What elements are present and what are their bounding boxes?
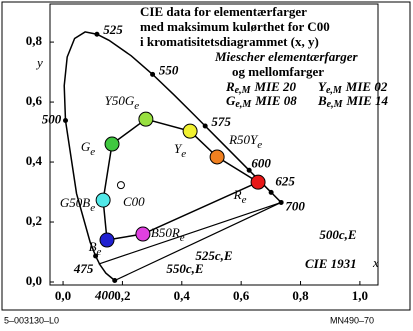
annotation: CIE 1931 bbox=[305, 256, 357, 271]
y-tick-label: 0,6 bbox=[26, 93, 43, 108]
title-line: CIE data for elementærfarger bbox=[140, 4, 307, 19]
x-tick-label: 1,0 bbox=[352, 288, 368, 303]
wavelength-label: 500 bbox=[42, 112, 62, 127]
x-tick-label: 0,2 bbox=[114, 288, 130, 303]
legend-text: MIE 14 bbox=[346, 93, 389, 108]
color-sub: e bbox=[90, 202, 95, 214]
color-dot bbox=[104, 136, 120, 152]
line-label: 525c,E bbox=[195, 248, 233, 263]
legend-sub: e,M bbox=[326, 85, 343, 96]
wavelength-dot bbox=[112, 278, 118, 284]
legend-sub: e,M bbox=[327, 99, 344, 110]
legend-letter: G bbox=[226, 93, 236, 108]
y-tick-label: 0,2 bbox=[26, 213, 42, 228]
title-line: i kromatisitetsdiagrammet (x, y) bbox=[140, 34, 319, 49]
color-dot bbox=[95, 192, 111, 208]
y-tick-label: 0,8 bbox=[26, 33, 43, 48]
color-dot bbox=[209, 149, 225, 165]
color-dot bbox=[138, 111, 154, 127]
legend-letter: Y bbox=[318, 79, 327, 94]
y-axis-label: y bbox=[35, 55, 43, 70]
center-dot bbox=[116, 181, 125, 190]
center-label: C00 bbox=[123, 194, 145, 209]
color-sub: e bbox=[134, 100, 139, 112]
color-name: G50B bbox=[60, 195, 90, 210]
color-label: Ye bbox=[174, 141, 186, 160]
color-dot bbox=[99, 232, 115, 248]
color-name: Y bbox=[174, 141, 183, 156]
legend-sub: e,M bbox=[235, 85, 252, 96]
color-label: Y50Ge bbox=[105, 93, 140, 112]
legend-entry: Be,M MIE 14 bbox=[317, 93, 389, 110]
legend-letter: R bbox=[225, 79, 235, 94]
wavelength-dot bbox=[278, 199, 284, 205]
line-label: 500c,E bbox=[319, 227, 357, 242]
wavelength-dot bbox=[150, 71, 156, 77]
color-dot bbox=[135, 226, 151, 242]
legend-text: MIE 02 bbox=[345, 79, 388, 94]
title-line: og mellomfarger bbox=[232, 64, 324, 79]
color-label: B50Re bbox=[151, 225, 185, 244]
color-label: G50Be bbox=[60, 195, 95, 214]
color-name: G bbox=[81, 139, 91, 154]
color-sub: e bbox=[180, 232, 185, 244]
wavelength-dot bbox=[62, 118, 68, 124]
y-tick-label: 0,4 bbox=[26, 153, 43, 168]
color-sub: e bbox=[97, 246, 102, 258]
title-line: med maksimum kulørthet for C00 bbox=[140, 19, 330, 34]
color-name: B50R bbox=[151, 225, 180, 240]
y-tick-label: 0,0 bbox=[26, 273, 42, 288]
wavelength-label: 600 bbox=[251, 155, 271, 170]
color-name: B bbox=[89, 239, 97, 254]
wavelength-label: 625 bbox=[275, 173, 295, 188]
x-tick-label: 0,6 bbox=[233, 288, 250, 303]
color-dot bbox=[250, 174, 266, 190]
x-axis-label: x bbox=[372, 255, 379, 270]
compensatory-line bbox=[114, 201, 282, 282]
legend-letter: B bbox=[317, 93, 327, 108]
wavelength-label: 400 bbox=[94, 287, 115, 302]
wavelength-label: 700 bbox=[285, 198, 305, 213]
plot-frame bbox=[49, 3, 379, 286]
legend-text: MIE 08 bbox=[254, 93, 297, 108]
wavelength-label: 525 bbox=[103, 22, 123, 37]
wavelength-label: 475 bbox=[73, 261, 94, 276]
legend-text: MIE 20 bbox=[254, 79, 297, 94]
color-label: Be bbox=[89, 239, 102, 258]
x-tick-label: 0,4 bbox=[174, 288, 191, 303]
wavelength-dot bbox=[93, 253, 99, 259]
x-tick-label: 0,0 bbox=[55, 288, 71, 303]
legend-entry: Re,M MIE 20 bbox=[225, 79, 297, 96]
x-tick-label: 0,8 bbox=[292, 288, 309, 303]
legend-sub: e,M bbox=[235, 99, 252, 110]
color-sub: e bbox=[257, 138, 262, 150]
wavelength-dot bbox=[202, 123, 208, 129]
color-sub: e bbox=[90, 146, 95, 158]
color-label: Re bbox=[233, 187, 247, 206]
color-sub: e bbox=[181, 148, 186, 160]
color-name: Y50G bbox=[105, 93, 135, 108]
color-label: R50Ye bbox=[228, 132, 262, 151]
outer-frame bbox=[1, 1, 411, 311]
color-name: R bbox=[233, 187, 242, 202]
color-name: R50Y bbox=[228, 132, 259, 147]
line-label: 550c,E bbox=[166, 261, 204, 276]
color-sub: e bbox=[242, 194, 247, 206]
wavelength-label: 550 bbox=[159, 62, 179, 77]
wavelength-dot bbox=[94, 31, 100, 37]
footer-left: 5–003130–L0 bbox=[4, 315, 59, 325]
wavelength-dot bbox=[268, 189, 274, 195]
color-dot bbox=[182, 123, 198, 139]
compensatory-line bbox=[98, 201, 282, 265]
legend-entry: Ye,M MIE 02 bbox=[318, 79, 388, 96]
wavelength-label: 575 bbox=[211, 114, 231, 129]
color-label: Ge bbox=[81, 139, 95, 158]
title-line: Miescher elementærfarger bbox=[214, 49, 359, 64]
footer-right: MN490–70 bbox=[330, 315, 374, 325]
legend-entry: Ge,M MIE 08 bbox=[226, 93, 297, 110]
wavelength-dot bbox=[246, 167, 252, 173]
